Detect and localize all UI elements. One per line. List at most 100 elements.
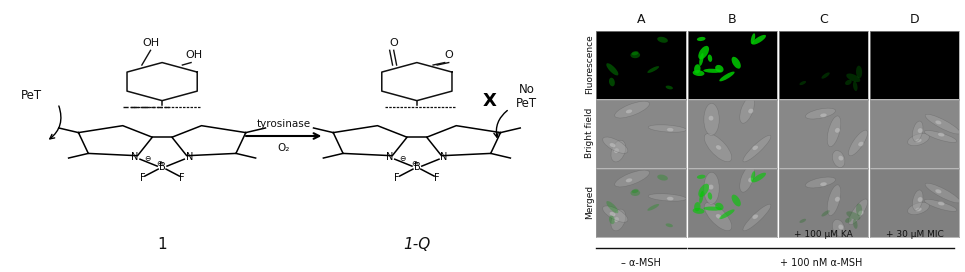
Ellipse shape	[835, 128, 841, 133]
Ellipse shape	[694, 64, 701, 73]
Ellipse shape	[699, 184, 709, 197]
Text: F: F	[433, 173, 439, 183]
Ellipse shape	[908, 134, 929, 146]
Text: N: N	[185, 152, 193, 162]
Ellipse shape	[609, 78, 615, 86]
Ellipse shape	[716, 145, 722, 150]
Ellipse shape	[827, 185, 841, 216]
Text: OH: OH	[142, 38, 159, 48]
Ellipse shape	[827, 116, 841, 147]
Ellipse shape	[700, 191, 703, 204]
Ellipse shape	[666, 223, 673, 227]
Ellipse shape	[935, 189, 942, 194]
Text: O₂: O₂	[278, 143, 289, 153]
Ellipse shape	[913, 121, 923, 142]
Text: N: N	[386, 152, 394, 162]
Text: O: O	[444, 50, 454, 60]
Ellipse shape	[748, 108, 754, 114]
Text: PeT: PeT	[21, 89, 42, 102]
FancyArrowPatch shape	[494, 110, 508, 137]
Ellipse shape	[748, 177, 754, 183]
Ellipse shape	[839, 224, 843, 230]
Ellipse shape	[632, 51, 639, 55]
Ellipse shape	[719, 72, 734, 81]
Ellipse shape	[697, 37, 705, 41]
Ellipse shape	[693, 208, 704, 214]
Ellipse shape	[913, 190, 923, 211]
Ellipse shape	[853, 219, 858, 229]
Text: B: B	[728, 13, 736, 26]
Ellipse shape	[697, 175, 705, 179]
Text: N: N	[440, 152, 448, 162]
Ellipse shape	[632, 189, 639, 193]
Ellipse shape	[820, 182, 827, 186]
Ellipse shape	[704, 202, 731, 231]
Ellipse shape	[821, 210, 830, 217]
Ellipse shape	[648, 66, 659, 73]
Ellipse shape	[835, 197, 841, 202]
Ellipse shape	[799, 219, 806, 223]
Ellipse shape	[625, 178, 632, 183]
Ellipse shape	[845, 218, 852, 223]
Text: ⊕: ⊕	[411, 159, 418, 168]
Ellipse shape	[839, 155, 843, 161]
Text: Merged: Merged	[586, 185, 594, 219]
FancyArrowPatch shape	[50, 106, 61, 139]
Ellipse shape	[752, 35, 766, 45]
Text: O: O	[389, 38, 399, 48]
Text: No: No	[519, 83, 535, 96]
Text: + 100 μM KA: + 100 μM KA	[794, 230, 853, 239]
Text: F: F	[179, 173, 184, 183]
Text: tyrosinase: tyrosinase	[257, 119, 311, 129]
Ellipse shape	[648, 194, 686, 201]
Ellipse shape	[715, 203, 724, 210]
Text: Bright field: Bright field	[586, 108, 594, 159]
Ellipse shape	[667, 197, 674, 201]
Text: ⊖: ⊖	[399, 153, 405, 163]
Ellipse shape	[700, 53, 703, 66]
Ellipse shape	[858, 210, 864, 215]
Ellipse shape	[615, 101, 649, 118]
Ellipse shape	[751, 171, 756, 182]
Ellipse shape	[856, 66, 862, 78]
Ellipse shape	[611, 209, 625, 231]
Ellipse shape	[752, 145, 758, 150]
Ellipse shape	[915, 207, 922, 212]
Ellipse shape	[731, 57, 741, 69]
Text: D: D	[910, 13, 920, 26]
Ellipse shape	[657, 175, 668, 181]
Text: ⊕: ⊕	[156, 159, 163, 168]
Ellipse shape	[925, 114, 960, 134]
Text: PeT: PeT	[516, 97, 538, 110]
Ellipse shape	[752, 173, 766, 183]
Ellipse shape	[614, 148, 620, 153]
Ellipse shape	[708, 184, 714, 190]
Ellipse shape	[833, 151, 845, 168]
Ellipse shape	[853, 81, 858, 91]
Ellipse shape	[858, 141, 864, 147]
Text: B: B	[159, 162, 165, 172]
Text: X: X	[482, 92, 496, 110]
Ellipse shape	[603, 206, 628, 222]
Ellipse shape	[846, 73, 861, 82]
Text: 1-Q: 1-Q	[403, 237, 430, 252]
Ellipse shape	[606, 201, 619, 213]
Ellipse shape	[806, 177, 836, 188]
Ellipse shape	[707, 192, 712, 200]
Ellipse shape	[924, 131, 957, 143]
Text: Fluorescence: Fluorescence	[586, 35, 594, 94]
Ellipse shape	[630, 190, 640, 196]
Ellipse shape	[703, 206, 722, 211]
Ellipse shape	[821, 72, 830, 79]
Ellipse shape	[848, 199, 868, 225]
Ellipse shape	[719, 209, 734, 219]
Ellipse shape	[925, 183, 960, 203]
Ellipse shape	[609, 215, 615, 224]
Ellipse shape	[743, 204, 771, 231]
Text: A: A	[637, 13, 646, 26]
Ellipse shape	[740, 166, 755, 192]
Text: C: C	[819, 13, 828, 26]
Text: – α-MSH: – α-MSH	[621, 258, 661, 268]
Ellipse shape	[693, 70, 704, 76]
Ellipse shape	[820, 113, 827, 117]
